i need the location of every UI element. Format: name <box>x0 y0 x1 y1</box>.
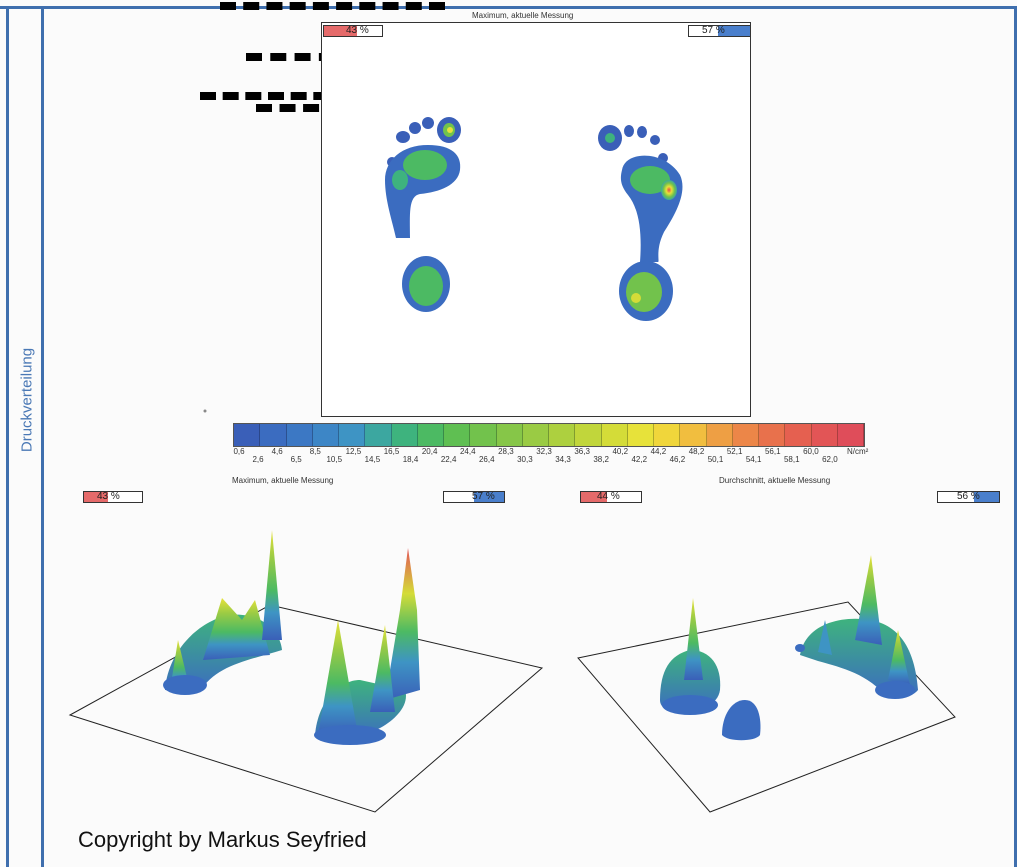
scale-tick-label: 40,2 <box>612 447 629 456</box>
scale-tick-label: 62,0 <box>822 455 838 464</box>
scale-color-cell <box>549 424 576 446</box>
pressure-color-scale <box>233 423 865 447</box>
scale-tick-label: 12,5 <box>345 447 362 456</box>
scale-tick-label: 36,3 <box>574 447 590 456</box>
scale-color-cell <box>417 424 444 446</box>
left-footprint <box>385 117 461 312</box>
scale-tick-label: 8,5 <box>309 447 321 456</box>
scale-tick-label: 20,4 <box>421 447 438 456</box>
scale-color-cell <box>654 424 681 446</box>
top-panel-title: Maximum, aktuelle Messung <box>472 11 574 20</box>
scale-color-cell <box>732 424 759 446</box>
scale-color-cell <box>706 424 733 446</box>
left-rail <box>6 6 44 867</box>
scale-color-cell <box>312 424 339 446</box>
scale-color-cell <box>444 424 471 446</box>
left-3d-title: Maximum, aktuelle Messung <box>232 476 334 485</box>
scale-tick-label: 52,1 <box>726 447 743 456</box>
left-3d-left-percentage: 43 % <box>83 491 143 503</box>
scale-tick-label: 44,2 <box>650 447 667 456</box>
scale-color-cell <box>627 424 654 446</box>
scale-ticks-lower: 2,6 6,5 10,5 14,5 18,4 22,4 26,4 30,3 34,3 38,2 42… <box>233 455 863 465</box>
scale-unit-label: N/cm² <box>847 447 869 456</box>
scale-tick-label: 28,3 <box>498 447 514 456</box>
scale-tick-label: 26,4 <box>478 455 495 464</box>
scale-tick-label: 24,4 <box>459 447 476 456</box>
scale-tick-label: 48,2 <box>688 447 705 456</box>
frame-right-border <box>1014 6 1017 867</box>
scale-tick-label: 0,6 <box>233 447 245 456</box>
right-3d-title: Durchschnitt, aktuelle Messung <box>719 476 831 485</box>
scale-color-cell <box>811 424 838 446</box>
scale-tick-label: 6,5 <box>290 455 302 464</box>
left-foot-percentage: 43 % <box>323 25 383 37</box>
right-3d-right-percentage: 56 % <box>937 491 1000 503</box>
right-footprint <box>598 125 683 321</box>
scale-tick-label: 14,5 <box>364 455 381 464</box>
frame-top-border <box>0 6 1017 9</box>
scale-tick-label: 60,0 <box>803 447 819 456</box>
scale-color-cell <box>680 424 707 446</box>
scale-color-cell <box>785 424 812 446</box>
right-3d-plot <box>577 555 956 813</box>
scale-color-cell <box>286 424 313 446</box>
scale-tick-label: 10,5 <box>326 455 343 464</box>
scale-color-cell <box>470 424 497 446</box>
scale-tick-label: 2,6 <box>252 455 264 464</box>
scale-color-cell <box>339 424 366 446</box>
redaction-bar <box>200 92 420 100</box>
scale-color-cell <box>260 424 287 446</box>
scale-tick-label: 50,1 <box>707 455 724 464</box>
scale-ticks-upper: 0,6 4,6 8,5 12,5 16,5 20,4 24,4 28,3 32,3 36,3 40,… <box>233 447 863 457</box>
scale-tick-label: 58,1 <box>783 455 800 464</box>
scale-tick-label: 54,1 <box>745 455 762 464</box>
copyright-notice: Copyright by Markus Seyfried <box>78 827 367 852</box>
scale-tick-label: 22,4 <box>440 455 457 464</box>
scale-tick-label: 30,3 <box>517 455 533 464</box>
scale-color-cell <box>234 424 261 446</box>
redaction-bar <box>220 2 445 10</box>
scale-color-cell <box>837 424 864 446</box>
scale-color-cell <box>601 424 628 446</box>
scale-tick-label: 56,1 <box>764 447 781 456</box>
scale-tick-label: 34,3 <box>555 455 571 464</box>
scale-color-cell <box>759 424 786 446</box>
scale-tick-label: 38,2 <box>593 455 609 464</box>
left-3d-plot <box>68 530 544 813</box>
left-3d-right-percentage: 57 % <box>443 491 505 503</box>
scale-tick-label: 32,3 <box>536 447 552 456</box>
scale-color-cell <box>391 424 418 446</box>
scale-tick-label: 16,5 <box>383 447 400 456</box>
scale-tick-label: 42,2 <box>631 455 648 464</box>
right-3d-left-percentage: 44 % <box>580 491 642 503</box>
scale-color-cell <box>522 424 549 446</box>
scale-tick-label: 46,2 <box>669 455 686 464</box>
scale-tick-label: 18,4 <box>402 455 419 464</box>
scale-color-cell <box>365 424 392 446</box>
right-foot-percentage: 57 % <box>688 25 751 37</box>
scale-tick-label: 4,6 <box>271 447 283 456</box>
scale-color-cell <box>575 424 602 446</box>
scale-color-cell <box>496 424 523 446</box>
